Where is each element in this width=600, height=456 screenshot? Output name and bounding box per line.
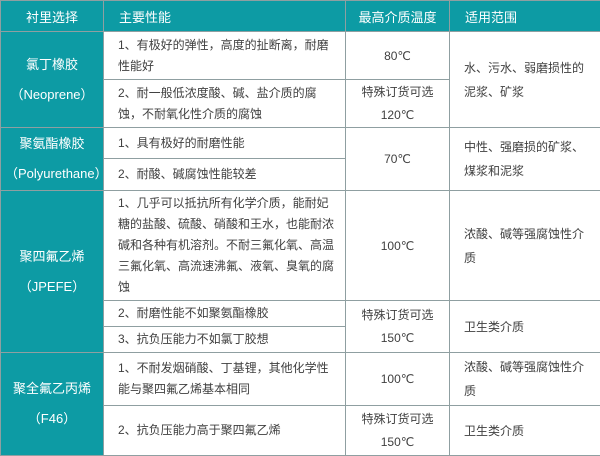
temperature-cell: 特殊订货可选 120℃ [346,80,450,128]
temperature-cell: 100℃ [346,353,450,406]
temperature-cell: 100℃ [346,191,450,301]
performance-cell: 1、几乎可以抵抗所有化学介质，能耐妃糖的盐酸、硫酸、硝酸和王水，也能耐浓碱和各种… [104,191,346,301]
material-name-en: （Polyurethane） [5,159,99,189]
scope-cell: 浓酸、碱等强腐蚀性介质 [450,191,600,301]
performance-cell: 1、有极好的弹性，高度的扯断离，耐磨性能好 [104,32,346,80]
scope-cell: 中性、强磨损的矿浆、煤浆和泥浆 [450,128,600,191]
material-cell-polyurethane: 聚氨酯橡胶 （Polyurethane） [1,128,104,191]
performance-cell: 2、耐磨性能不如聚氨酯橡胶 [104,301,346,327]
temperature-note: 特殊订货可选 [348,408,447,431]
table-header-row: 衬里选择 主要性能 最高介质温度 适用范围 [1,1,600,32]
temperature-cell: 70℃ [346,128,450,191]
scope-cell: 卫生类介质 [450,406,600,456]
material-name: 氯丁橡胶 [5,50,99,80]
material-cell-ptfe: 聚四氟乙烯 （JPEFE） [1,191,104,353]
performance-cell: 2、抗负压能力高于聚四氟乙烯 [104,406,346,456]
temperature-note: 特殊订货可选 [348,304,447,327]
material-cell-neoprene: 氯丁橡胶 （Neoprene） [1,32,104,128]
temperature-cell: 特殊订货可选 150℃ [346,406,450,456]
temperature-note: 特殊订货可选 [348,81,447,104]
table-row: 聚氨酯橡胶 （Polyurethane） 1、具有极好的耐磨性能 70℃ 中性、… [1,128,600,159]
material-name: 聚氨酯橡胶 [5,129,99,159]
performance-cell: 1、具有极好的耐磨性能 [104,128,346,159]
material-name-en: （Neoprene） [5,80,99,110]
scope-cell: 卫生类介质 [450,301,600,353]
temperature-cell: 特殊订货可选 150℃ [346,301,450,353]
material-cell-f46: 聚全氟乙丙烯 （F46） [1,353,104,456]
temperature-value: 150℃ [348,431,447,454]
scope-cell: 水、污水、弱磨损性的泥浆、矿浆 [450,32,600,128]
column-header-lining: 衬里选择 [1,1,104,32]
performance-cell: 2、耐酸、碱腐蚀性能较差 [104,159,346,191]
table-row: 聚四氟乙烯 （JPEFE） 1、几乎可以抵抗所有化学介质，能耐妃糖的盐酸、硫酸、… [1,191,600,301]
temperature-cell: 80℃ [346,32,450,80]
temperature-value: 150℃ [348,327,447,350]
material-name: 聚四氟乙烯 [5,242,99,272]
table-row: 氯丁橡胶 （Neoprene） 1、有极好的弹性，高度的扯断离，耐磨性能好 80… [1,32,600,80]
performance-cell: 1、不耐发烟硝酸、丁基锂，其他化学性能与聚四氟乙烯基本相同 [104,353,346,406]
table-row: 聚全氟乙丙烯 （F46） 1、不耐发烟硝酸、丁基锂，其他化学性能与聚四氟乙烯基本… [1,353,600,406]
column-header-max-temp: 最高介质温度 [346,1,450,32]
scope-cell: 浓酸、碱等强腐蚀性介质 [450,353,600,406]
material-name-en: （JPEFE） [5,272,99,302]
performance-cell: 2、耐一般低浓度酸、碱、盐介质的腐蚀，不耐氧化性介质的腐蚀 [104,80,346,128]
performance-cell: 3、抗负压能力不如氯丁胶想 [104,327,346,353]
temperature-value: 120℃ [348,104,447,127]
material-name-en: （F46） [5,404,99,434]
column-header-performance: 主要性能 [104,1,346,32]
column-header-scope: 适用范围 [450,1,600,32]
material-name: 聚全氟乙丙烯 [5,374,99,404]
